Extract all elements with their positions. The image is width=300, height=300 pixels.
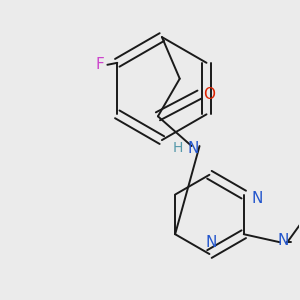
Text: H: H	[172, 141, 183, 155]
Text: N: N	[252, 191, 263, 206]
Text: N: N	[188, 140, 199, 155]
Text: N: N	[278, 233, 289, 248]
Text: F: F	[95, 57, 104, 72]
Text: N: N	[206, 235, 217, 250]
Text: O: O	[203, 87, 215, 102]
